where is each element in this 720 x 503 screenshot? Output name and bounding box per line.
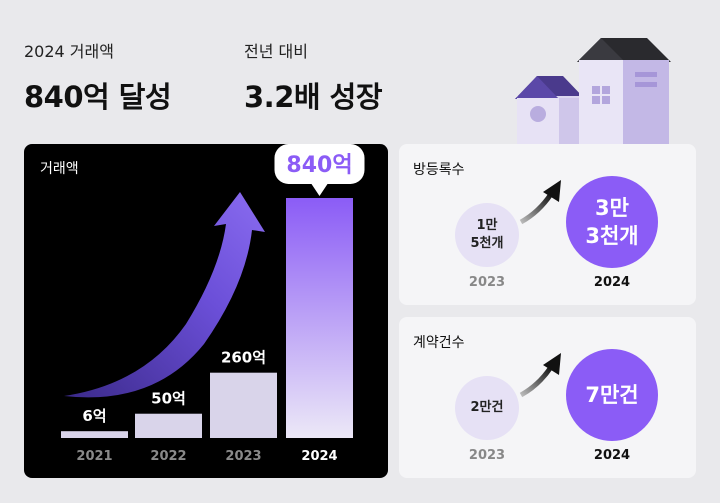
kpi-transaction: 2024 거래액 840억 달성	[24, 38, 172, 116]
contracts-2023-circle: 2만건	[455, 376, 519, 440]
contracts-2024-circle: 7만건	[566, 349, 658, 441]
rooms-2024-circle: 3만 3천개	[566, 176, 658, 268]
contracts-2023-year: 2023	[468, 448, 506, 463]
revenue-chart: 6억 2021 50억 2022 260억 2023 840억 2024	[61, 144, 365, 464]
rooms-2023-circle: 1만 5천개	[455, 203, 519, 267]
bar-2024	[286, 198, 353, 438]
data-label-2021: 6억	[82, 407, 106, 425]
data-label-2024: 840억	[286, 153, 352, 178]
x-tick-2024: 2024	[301, 449, 337, 464]
chart-title: 거래액	[40, 161, 79, 177]
revenue-chart-card: 6억 2021 50억 2022 260억 2023 840억 2024 거래액	[24, 144, 388, 478]
bar-2021	[61, 431, 128, 438]
x-tick-2022: 2022	[150, 449, 186, 464]
kpi-value: 3.2배 성장	[244, 80, 383, 114]
rooms-2024-year: 2024	[593, 275, 631, 290]
highlight-bubble	[274, 144, 365, 196]
kpi-label: 전년 대비	[244, 42, 308, 61]
bar-2023	[210, 372, 277, 438]
bar-2022	[135, 413, 202, 438]
houses-illustration	[515, 38, 671, 146]
growth-arrow	[64, 192, 265, 398]
rooms-2023-year: 2023	[468, 275, 506, 290]
data-label-2023: 260억	[221, 349, 266, 367]
data-label-2022: 50억	[151, 390, 186, 408]
growth-arrow-icon	[519, 180, 561, 225]
contracts-2024-year: 2024	[593, 448, 631, 463]
kpi-growth: 전년 대비 3.2배 성장	[244, 38, 383, 116]
x-tick-2021: 2021	[76, 449, 112, 464]
rooms-title: 방등록수	[413, 162, 465, 178]
contracts-title: 계약건수	[413, 335, 465, 351]
x-tick-2023: 2023	[225, 449, 261, 464]
rooms-panel: 방등록수 1만 5천개 3만 3천개 2023 2024	[399, 144, 696, 305]
contracts-panel: 계약건수 2만건 7만건 2023 2024	[399, 317, 696, 478]
kpi-label: 2024 거래액	[24, 42, 114, 61]
growth-arrow-icon	[519, 353, 561, 398]
kpi-value: 840억 달성	[24, 80, 172, 114]
